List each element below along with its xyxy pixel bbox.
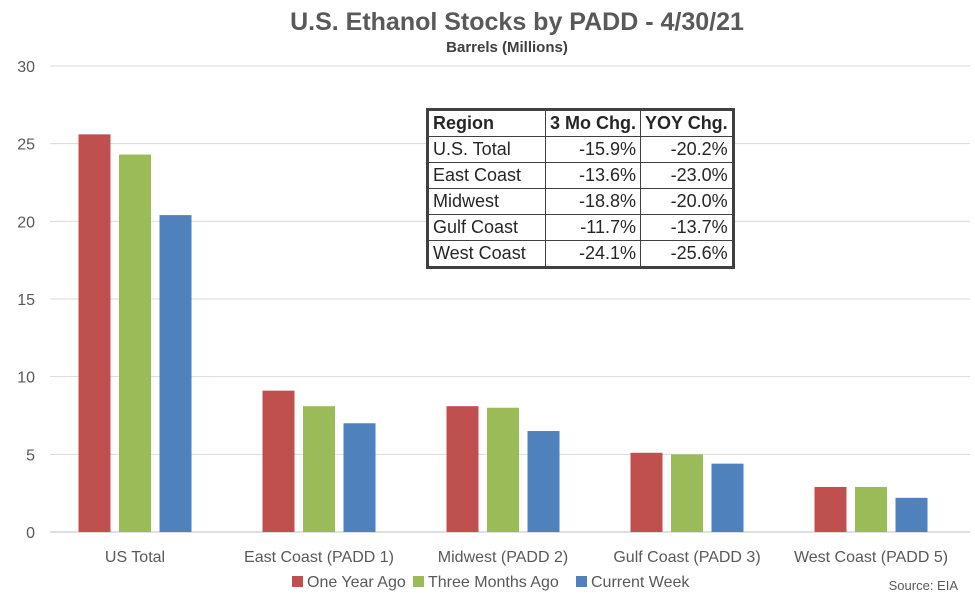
table-row: U.S. Total -15.9% -20.2%: [428, 136, 733, 163]
legend-swatch: [413, 576, 424, 587]
y-axis-ticks: 0 5 10 15 20 25 30: [17, 59, 35, 542]
table-row: East Coast -13.6% -23.0%: [428, 162, 733, 189]
legend-swatch: [292, 576, 303, 587]
table-cell-3mo: -11.7%: [545, 214, 641, 241]
table-cell-region: Midwest: [428, 188, 546, 215]
table-row: Midwest -18.8% -20.0%: [428, 188, 733, 215]
table-cell-region: U.S. Total: [428, 136, 546, 163]
legend-swatch: [576, 576, 587, 587]
table-cell-3mo: -18.8%: [545, 188, 641, 215]
table-cell-region: Gulf Coast: [428, 214, 546, 241]
y-tick-label: 10: [17, 370, 35, 387]
x-tick-label: East Coast (PADD 1): [244, 549, 394, 566]
table-cell-yoy: -20.2%: [640, 136, 733, 163]
legend-label: Three Months Ago: [428, 574, 559, 591]
y-tick-label: 25: [17, 137, 35, 154]
bar: [487, 407, 519, 532]
legend-label: Current Week: [591, 574, 690, 591]
bar: [711, 463, 744, 532]
chart-subtitle: Barrels (Millions): [446, 39, 568, 56]
bar: [159, 215, 192, 532]
legend: One Year Ago Three Months Ago Current Week: [292, 574, 690, 591]
bar: [119, 154, 151, 533]
table-cell-3mo: -24.1%: [545, 240, 641, 267]
bar: [262, 390, 295, 532]
table-cell-yoy: -25.6%: [640, 240, 733, 267]
x-tick-label: West Coast (PADD 5): [794, 549, 948, 566]
x-tick-label: Midwest (PADD 2): [438, 549, 568, 566]
bar: [855, 486, 887, 532]
table-cell-yoy: -20.0%: [640, 188, 733, 215]
y-tick-label: 15: [17, 292, 35, 309]
table-row: West Coast -24.1% -25.6%: [428, 240, 733, 267]
table-cell-yoy: -23.0%: [640, 162, 733, 189]
table-header-yoy: YOY Chg.: [640, 110, 733, 137]
chart-title: U.S. Ethanol Stocks by PADD - 4/30/21: [290, 8, 744, 36]
bars: [78, 134, 928, 533]
x-axis-ticks: US Total East Coast (PADD 1) Midwest (PADD…: [105, 549, 948, 566]
y-tick-label: 30: [17, 59, 35, 76]
legend-label: One Year Ago: [307, 574, 406, 591]
table-header-region: Region: [428, 110, 546, 137]
table-header-3mo: 3 Mo Chg.: [545, 110, 641, 137]
bar: [895, 497, 928, 532]
x-tick-label: Gulf Coast (PADD 3): [613, 549, 760, 566]
table-row: Gulf Coast -11.7% -13.7%: [428, 214, 733, 241]
table-cell-3mo: -15.9%: [545, 136, 641, 163]
bar: [303, 406, 335, 532]
bar: [814, 486, 847, 532]
bar: [671, 454, 703, 532]
bar: [343, 423, 376, 532]
table-cell-region: East Coast: [428, 162, 546, 189]
source-note: Source: EIA: [889, 578, 959, 593]
bar: [630, 452, 663, 532]
y-tick-label: 20: [17, 214, 35, 231]
change-table: Region 3 Mo Chg. YOY Chg. U.S. Total -15…: [426, 108, 735, 269]
y-tick-label: 5: [26, 447, 35, 464]
table-cell-3mo: -13.6%: [545, 162, 641, 189]
bar: [78, 134, 111, 532]
table-header-row: Region 3 Mo Chg. YOY Chg.: [428, 110, 733, 137]
bar: [527, 431, 560, 532]
x-tick-label: US Total: [105, 549, 165, 566]
bar: [446, 406, 479, 532]
y-tick-label: 0: [26, 525, 35, 542]
table-cell-region: West Coast: [428, 240, 546, 267]
table-cell-yoy: -13.7%: [640, 214, 733, 241]
